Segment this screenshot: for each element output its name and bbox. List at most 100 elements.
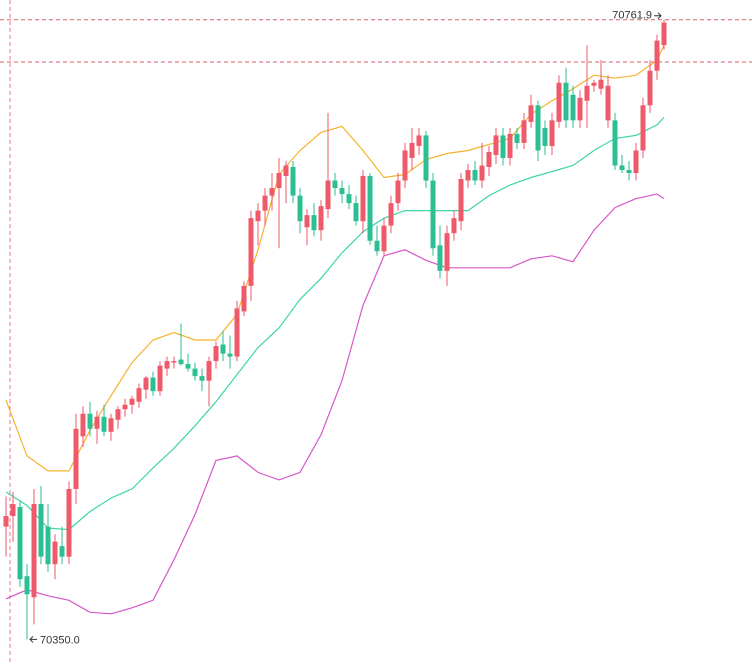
min-arrow [29, 636, 37, 643]
candle-body [423, 135, 429, 181]
candle-body [486, 151, 492, 168]
candle-body [633, 150, 639, 174]
candle-body [339, 188, 345, 195]
candle-body [570, 94, 576, 121]
candle-body [661, 22, 667, 46]
candle-body [24, 576, 30, 595]
candle-body [451, 218, 457, 234]
candle-body [528, 105, 534, 122]
candle-body [38, 504, 44, 557]
candle-body [122, 404, 128, 410]
candle-body [227, 353, 233, 357]
candle-body [479, 165, 485, 181]
candle-body [402, 150, 408, 181]
candle-body [346, 194, 352, 204]
candle-body [234, 308, 240, 357]
candle-body [290, 167, 296, 196]
candle-body [73, 428, 79, 489]
candle-body [255, 210, 261, 222]
candle-body [262, 195, 268, 211]
candle-body [269, 188, 275, 196]
candle-body [542, 127, 548, 146]
candle-body [206, 361, 212, 381]
candle-body [94, 416, 100, 429]
candle-body [87, 413, 93, 429]
candle-body [605, 85, 611, 121]
candle-body [318, 206, 324, 231]
candle-body [45, 526, 51, 565]
candle-body [360, 176, 366, 222]
candle-body [626, 170, 632, 174]
candle-body [381, 225, 387, 252]
candle-body [654, 40, 660, 71]
candle-body [171, 361, 177, 363]
candle-body [213, 346, 219, 362]
candle-body [101, 416, 107, 432]
max-label: 70761.9 [612, 10, 652, 22]
candle-body [577, 97, 583, 121]
candle-body [584, 85, 590, 101]
candle-body [367, 176, 373, 241]
candle-body [325, 180, 331, 210]
candle-body [549, 120, 555, 146]
candle-body [647, 70, 653, 106]
candle-body [521, 120, 527, 143]
candle-body [178, 359, 184, 365]
candle-body [108, 418, 114, 432]
candle-body [472, 170, 478, 181]
candle-body [598, 79, 604, 89]
max-arrow [654, 12, 662, 20]
candle-body [157, 365, 163, 392]
candle-body [353, 203, 359, 222]
band-line [5, 193, 665, 615]
candle-body [493, 135, 499, 155]
candle-body [52, 541, 58, 565]
candle-body [304, 215, 310, 228]
candle-body [129, 398, 135, 405]
candle-body [507, 133, 513, 158]
min-label: 70350.0 [40, 634, 80, 646]
candle-body [416, 135, 422, 146]
candle-body [444, 233, 450, 271]
candle-body [465, 170, 471, 181]
candle-body [591, 82, 597, 86]
candle-body [17, 507, 23, 580]
candle-body [199, 376, 205, 381]
candle-body [612, 120, 618, 166]
candle-body [3, 516, 9, 527]
candle-body [535, 105, 541, 151]
candle-body [563, 82, 569, 121]
candle-body [311, 215, 317, 231]
candle-body [430, 180, 436, 249]
candle-body [409, 142, 415, 158]
candle-body [220, 344, 226, 354]
candle-body [248, 218, 254, 286]
candle-body [556, 82, 562, 122]
candle-body [192, 368, 198, 377]
candle-body [395, 180, 401, 204]
candle-body [437, 245, 443, 271]
candle-body [283, 165, 289, 177]
candle-body [374, 240, 380, 252]
candle-body [80, 413, 86, 437]
candle-body [241, 285, 247, 312]
candle-body [143, 377, 149, 390]
candle-body [276, 173, 282, 189]
candle-body [115, 409, 121, 420]
band-line [5, 116, 665, 531]
candle-body [297, 195, 303, 222]
candle-body [150, 377, 156, 392]
candle-body [66, 488, 72, 557]
candle-body [458, 179, 464, 222]
candle-body [59, 546, 65, 557]
candle-body [10, 504, 16, 517]
candle-body [500, 135, 506, 158]
candle-body [185, 364, 191, 369]
candle-body [31, 504, 37, 598]
candle-body [619, 165, 625, 171]
candle-body [136, 388, 142, 402]
candle-body [388, 203, 394, 226]
candle-body [332, 180, 338, 189]
candle-body [164, 361, 170, 369]
